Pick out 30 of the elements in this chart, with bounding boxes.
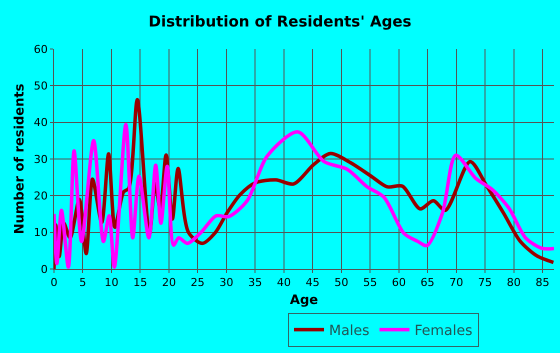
x-tick-label: 35 [248, 276, 262, 290]
x-tick-label: 85 [536, 276, 550, 290]
x-tick-label: 5 [79, 276, 86, 290]
y-axis-title: Number of residents [12, 83, 28, 234]
x-tick-label: 0 [50, 276, 58, 290]
x-tick-label: 50 [334, 276, 348, 290]
y-tick-label: 50 [34, 80, 48, 93]
x-tick-label: 20 [162, 276, 176, 290]
x-tick-label: 70 [449, 276, 464, 290]
y-tick-label: 0 [40, 262, 48, 276]
x-axis-title: Age [290, 292, 318, 308]
y-tick-label: 20 [34, 190, 48, 203]
x-tick-label: 60 [392, 276, 406, 290]
x-tick-label: 10 [104, 276, 118, 290]
y-tick-label: 30 [34, 152, 48, 166]
x-tick-label: 15 [133, 276, 148, 290]
x-tick-label: 65 [420, 276, 435, 290]
legend-label: Males [329, 323, 370, 340]
y-tick-label: 10 [34, 226, 48, 240]
x-tick-label: 40 [276, 276, 291, 290]
x-tick-label: 45 [306, 276, 320, 290]
y-tick-label: 60 [34, 42, 48, 56]
legend-label: Females [414, 323, 472, 340]
x-tick-label: 25 [190, 276, 205, 290]
x-tick-label: 75 [478, 276, 492, 290]
x-tick-label: 30 [219, 276, 234, 290]
x-tick-label: 55 [363, 276, 378, 290]
y-tick-label: 40 [34, 116, 48, 130]
chart-title: Distribution of Residents' Ages [148, 12, 412, 30]
x-tick-label: 80 [506, 276, 521, 290]
